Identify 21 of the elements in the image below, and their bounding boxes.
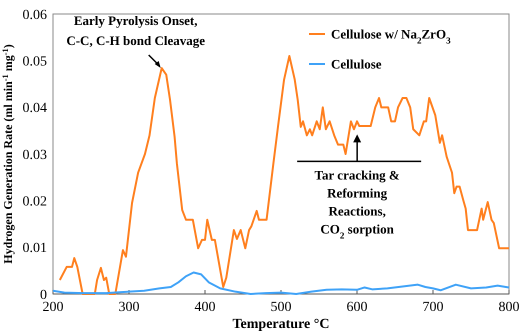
x-axis-title: Temperature °C — [232, 317, 330, 332]
y-tick-label: 0.05 — [22, 54, 47, 70]
x-tick-label: 500 — [270, 300, 292, 315]
annotation: Tar cracking & Reforming Reactions, CO$_{2}$ sorption — [314, 167, 400, 240]
x-tick-label: 200 — [42, 300, 64, 315]
x-tick-label: 700 — [422, 300, 444, 315]
y-tick-label: 0.03 — [22, 148, 47, 163]
y-tick-label: 0.01 — [22, 241, 47, 256]
x-tick-label: 400 — [194, 300, 216, 315]
y-tick-label: 0 — [40, 288, 47, 303]
legend-label: Cellulose — [331, 56, 382, 72]
y-tick-label: 0.02 — [22, 194, 47, 210]
y-tick-label: 0.04 — [22, 101, 47, 116]
line-series — [58, 55, 510, 295]
line-series — [52, 272, 510, 295]
x-tick-label: 300 — [118, 300, 140, 315]
y-tick-label: 0.06 — [22, 8, 47, 23]
annotation: Early Pyrolysis Onset, C-C, C-H bond Cleavage — [66, 13, 206, 48]
legend-label: Cellulose w/ Na$_{2}$ZrO$_{3}$ — [331, 26, 452, 46]
x-tick-label: 800 — [498, 300, 520, 315]
x-tick-label: 600 — [346, 300, 368, 315]
